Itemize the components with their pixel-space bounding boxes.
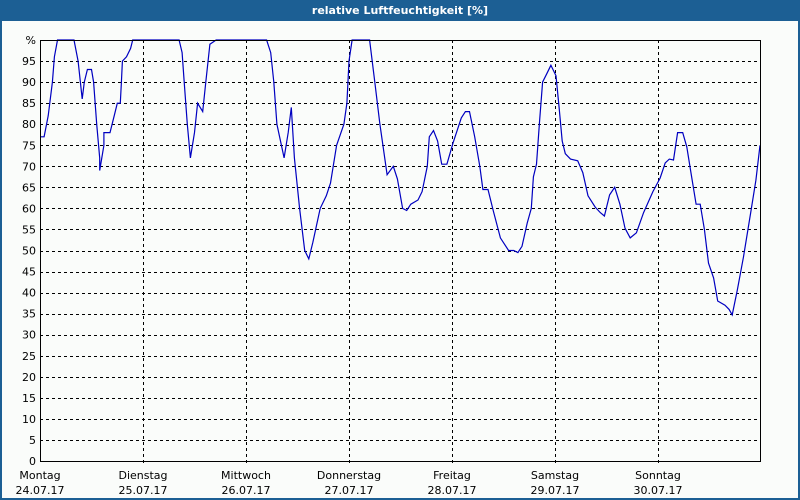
- x-axis-labels: Montag 24.07.17 Dienstag 25.07.17 Mittwoch 26…: [16, 469, 683, 497]
- y-tick-label: 70: [22, 160, 36, 173]
- y-tick-label: 35: [22, 308, 36, 321]
- y-tick-label: 60: [22, 202, 36, 215]
- humidity-line-chart: 05101520253035404550556065707580859095% …: [16, 34, 761, 497]
- x-tick-day: Samstag: [531, 469, 579, 482]
- x-tick-day: Sonntag: [635, 469, 681, 482]
- x-tick-date: 25.07.17: [119, 484, 168, 497]
- x-tick-date: 29.07.17: [531, 484, 580, 497]
- x-tick-date: 28.07.17: [428, 484, 477, 497]
- grid-lines: [40, 40, 760, 466]
- y-tick-label: 95: [22, 55, 36, 68]
- x-tick-date: 24.07.17: [16, 484, 65, 497]
- humidity-series-line: [40, 39, 761, 317]
- x-tick-date: 27.07.17: [325, 484, 374, 497]
- chart-panel: 0 5 10 15 20 25 30 35 40 45 50 55 60 65 70 75 80 85 90 95% …: [2, 21, 798, 498]
- y-tick-label: 30: [22, 329, 36, 342]
- y-tick-label: 5: [29, 434, 36, 447]
- y-tick-label: 45: [22, 266, 36, 279]
- x-tick-day: Donnerstag: [317, 469, 381, 482]
- y-tick-label: 65: [22, 181, 36, 194]
- y-tick-label: 10: [22, 413, 36, 426]
- y-axis-labels: 0 5 10 15 20 25 30 35 40 45 50 55 60 65 70 75 80 85 90 95%: [22, 34, 36, 468]
- x-tick-date: 26.07.17: [222, 484, 271, 497]
- x-tick-day: Mittwoch: [221, 469, 271, 482]
- y-tick-label: 90: [22, 76, 36, 89]
- x-tick-day: Montag: [19, 469, 60, 482]
- x-tick-day: Freitag: [433, 469, 471, 482]
- y-tick-label: 75: [22, 139, 36, 152]
- y-tick-label: 85: [22, 97, 36, 110]
- y-tick-label: 25: [22, 350, 36, 363]
- y-tick-label: 15: [22, 392, 36, 405]
- y-tick-label: %: [26, 34, 36, 47]
- x-tick-date: 30.07.17: [634, 484, 683, 497]
- y-tick-label: 40: [22, 287, 36, 300]
- y-tick-label: 80: [22, 118, 36, 131]
- x-tick-day: Dienstag: [118, 469, 167, 482]
- y-tick-label: 55: [22, 223, 36, 236]
- y-tick-label: 50: [22, 245, 36, 258]
- chart-title: relative Luftfeuchtigkeit [%]: [311, 4, 489, 17]
- y-tick-label: 0: [29, 455, 36, 468]
- plot-area-border: [40, 40, 761, 462]
- y-tick-label: 20: [22, 371, 36, 384]
